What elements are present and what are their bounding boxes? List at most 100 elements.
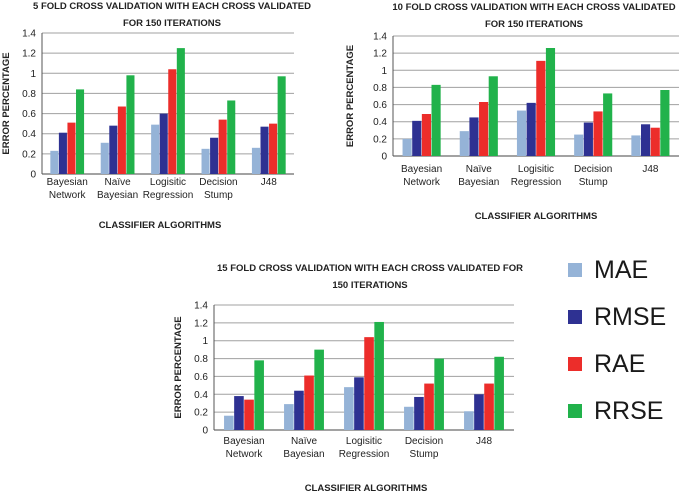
x-tick-label: Naïve <box>291 436 318 447</box>
y-tick-label: 1.2 <box>194 318 208 329</box>
bar-rrse <box>227 100 236 174</box>
bar-rrse <box>374 321 384 430</box>
y-tick-label: 0.6 <box>373 100 387 111</box>
x-tick-label: Network <box>403 177 441 188</box>
x-axis-label: CLASSIFIER ALGORITHMS <box>99 220 222 231</box>
bar-rae <box>484 383 494 430</box>
bar-rrse <box>660 90 670 156</box>
bar-rae <box>218 119 227 174</box>
x-tick-label: Bayesian <box>283 449 324 460</box>
bar-rmse <box>260 126 269 174</box>
bar-rae <box>479 102 489 156</box>
y-tick-label: 0.4 <box>22 129 36 140</box>
legend-item-mae: MAE <box>568 255 678 285</box>
legend-item-rae: RAE <box>568 349 678 379</box>
bar-rrse <box>488 76 498 156</box>
bar-mae <box>404 406 414 430</box>
x-axis-label: CLASSIFIER ALGORITHMS <box>305 483 428 494</box>
y-tick-label: 0.4 <box>194 390 208 401</box>
bar-rrse <box>76 89 85 174</box>
chart-3: 15 FOLD CROSS VALIDATION WITH EACH CROSS… <box>173 263 523 494</box>
bar-rmse <box>583 122 593 156</box>
bar-rae <box>117 106 126 174</box>
legend-label-rmse: RMSE <box>594 303 667 331</box>
bar-mae <box>151 124 160 174</box>
bar-mae <box>224 415 234 430</box>
bar-rmse <box>474 394 484 430</box>
y-tick-label: 0.8 <box>22 89 36 100</box>
bar-mae <box>100 142 109 174</box>
x-tick-label: Decision <box>199 177 237 188</box>
chart-title: 15 FOLD CROSS VALIDATION WITH EACH CROSS… <box>217 263 523 274</box>
bar-rrse <box>434 358 444 430</box>
bar-mae <box>516 110 527 156</box>
bar-rrse <box>176 48 185 174</box>
bar-rmse <box>109 125 118 174</box>
bar-mae <box>402 138 412 156</box>
chart-title: 5 FOLD CROSS VALIDATION WITH EACH CROSS … <box>33 1 311 12</box>
bar-mae <box>284 404 294 430</box>
chart-title: FOR 150 ITERATIONS <box>485 19 583 30</box>
x-tick-label: Regression <box>511 177 562 188</box>
x-tick-label: Stump <box>410 449 439 460</box>
bar-mae <box>631 135 641 156</box>
y-tick-label: 0.6 <box>22 109 36 120</box>
legend-swatch-mae <box>568 263 582 277</box>
bar-rae <box>593 111 603 156</box>
bar-rrse <box>494 356 504 430</box>
bar-rae <box>304 375 314 430</box>
bar-rmse <box>412 120 422 156</box>
chart-2: 10 FOLD CROSS VALIDATION WITH EACH CROSS… <box>345 2 679 222</box>
bar-rmse <box>640 124 651 156</box>
y-axis-label: ERROR PERCENTAGE <box>173 316 184 418</box>
y-tick-label: 1 <box>202 336 208 347</box>
bar-rmse <box>58 132 67 174</box>
legend-swatch-rrse <box>568 404 582 418</box>
y-tick-label: 1 <box>381 66 387 77</box>
x-tick-label: Naïve <box>105 177 132 188</box>
bar-rae <box>424 383 434 430</box>
chart-title: FOR 150 ITERATIONS <box>123 18 221 29</box>
bar-rmse <box>234 396 244 430</box>
x-tick-label: Stump <box>204 190 233 201</box>
y-tick-label: 1.2 <box>22 49 36 60</box>
x-tick-label: Logisitic <box>150 177 186 188</box>
x-tick-label: Logisitic <box>518 164 554 175</box>
legend-label-rae: RAE <box>594 350 646 378</box>
x-tick-label: J48 <box>642 164 659 175</box>
chart-title: 150 ITERATIONS <box>332 280 407 291</box>
bar-rrse <box>126 75 135 174</box>
x-tick-label: Bayesian <box>458 177 499 188</box>
bar-mae <box>464 411 474 430</box>
legend-label-rrse: RRSE <box>594 397 664 425</box>
bar-rae <box>421 114 432 156</box>
bar-mae <box>344 387 354 430</box>
y-tick-label: 1 <box>30 69 36 80</box>
x-tick-label: Bayesian <box>47 177 88 188</box>
x-tick-label: Naïve <box>466 164 493 175</box>
x-axis-label: CLASSIFIER ALGORITHMS <box>475 211 598 222</box>
legend-item-rrse: RRSE <box>568 396 678 426</box>
legend-label-mae: MAE <box>594 256 649 284</box>
bar-rae <box>650 127 660 156</box>
chart-1: 5 FOLD CROSS VALIDATION WITH EACH CROSS … <box>1 1 311 231</box>
x-tick-label: Network <box>49 190 87 201</box>
y-tick-label: 0.2 <box>22 149 36 160</box>
y-axis-label: ERROR PERCENTAGE <box>345 45 356 147</box>
x-tick-label: J48 <box>261 177 278 188</box>
y-tick-label: 0.2 <box>373 134 387 145</box>
bar-rmse <box>469 117 479 156</box>
y-tick-label: 1.4 <box>22 29 36 40</box>
bar-rrse <box>254 360 264 430</box>
y-tick-label: 0.8 <box>373 83 387 94</box>
x-tick-label: Regression <box>143 190 194 201</box>
x-tick-label: Bayesian <box>223 436 264 447</box>
bar-mae <box>459 131 469 156</box>
y-tick-label: 0.8 <box>194 354 208 365</box>
x-tick-label: Regression <box>339 449 390 460</box>
x-tick-label: J48 <box>476 436 493 447</box>
bar-rae <box>364 337 374 430</box>
bar-rae <box>168 69 177 174</box>
bar-rmse <box>294 390 304 430</box>
x-tick-label: Stump <box>579 177 608 188</box>
